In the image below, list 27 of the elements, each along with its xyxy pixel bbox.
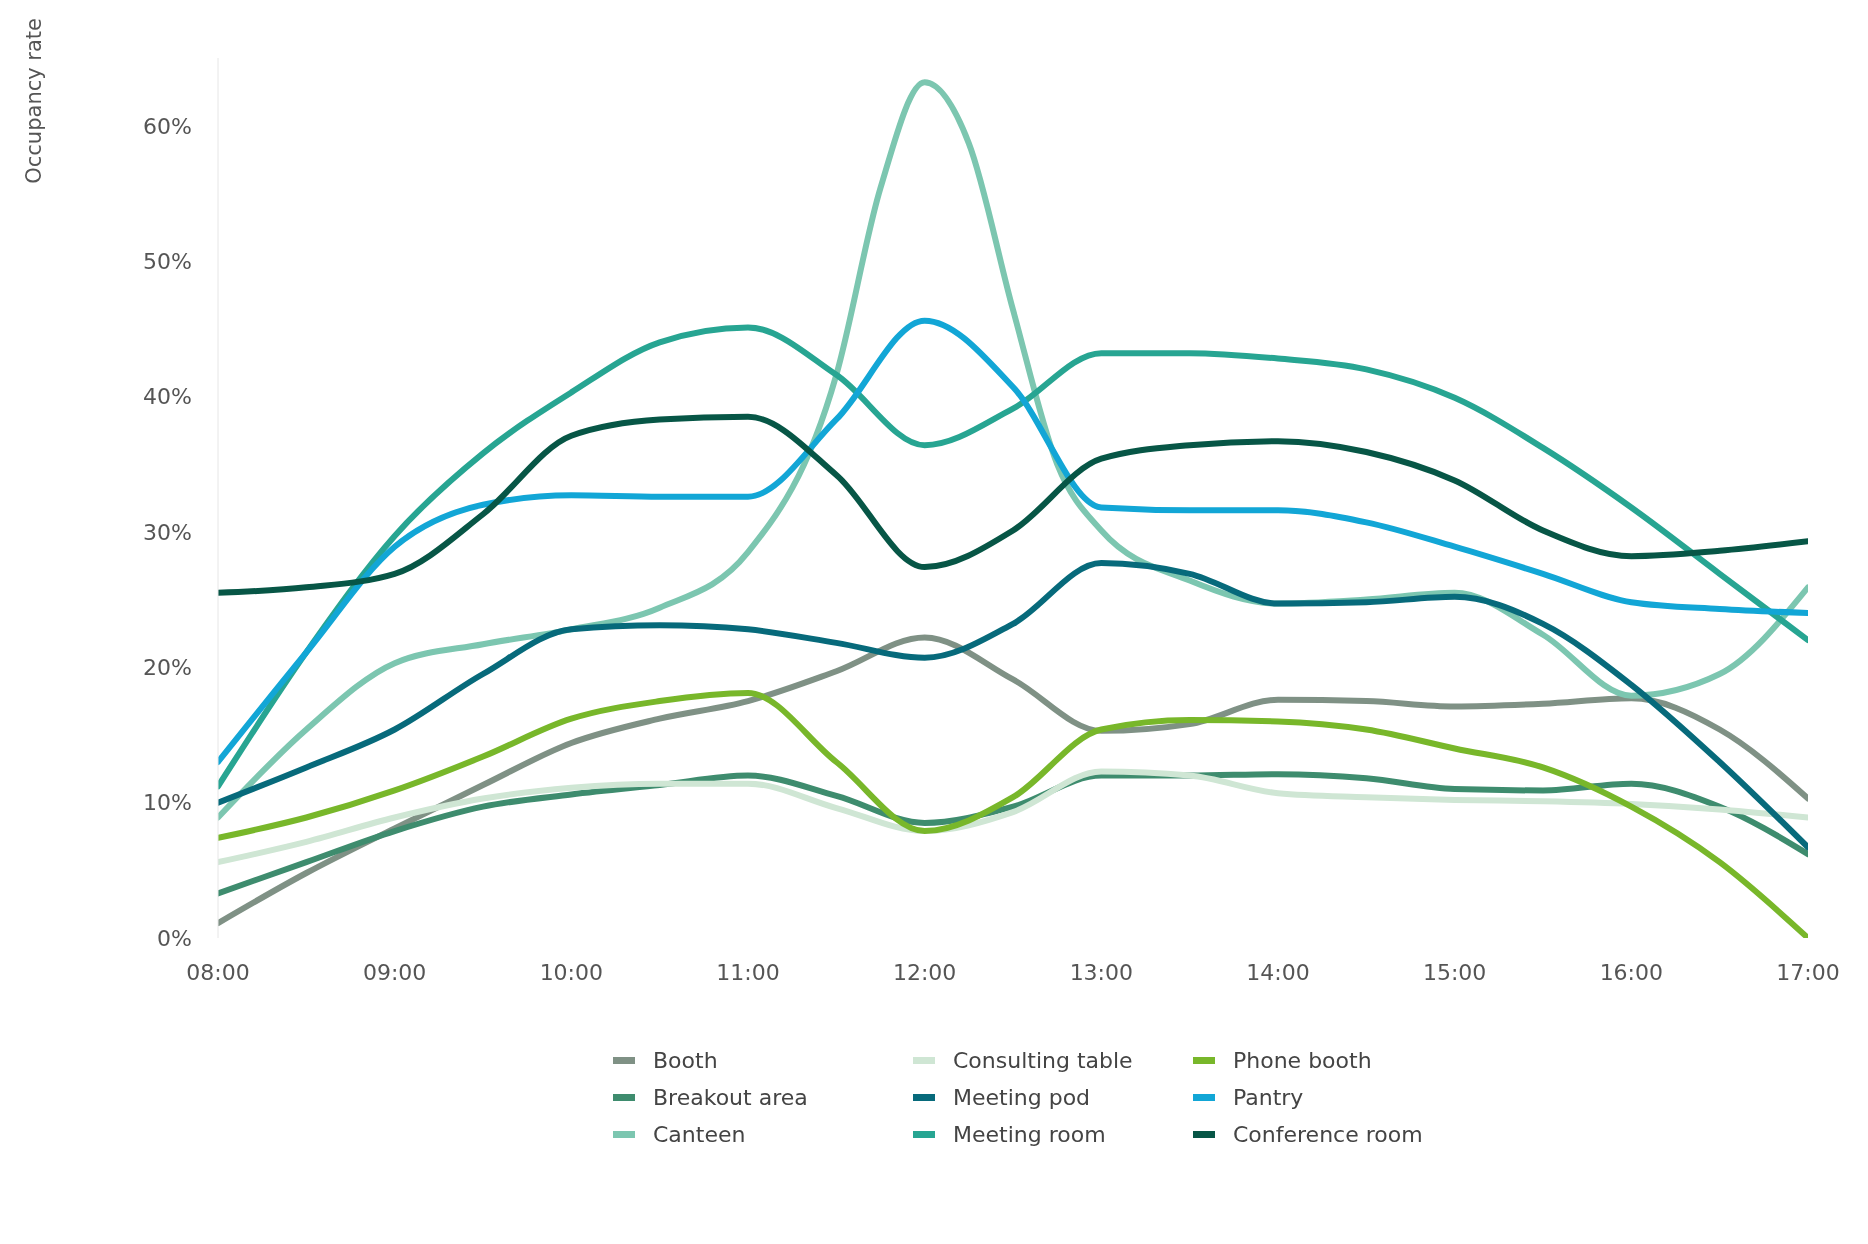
x-tick-label: 08:00 — [186, 959, 250, 985]
legend-label: Breakout area — [653, 1085, 808, 1110]
y-tick-label: 0% — [157, 925, 192, 951]
x-tick-label: 10:00 — [539, 959, 604, 985]
y-axis-title: Occupancy rate — [22, 18, 46, 184]
y-tick-label: 30% — [143, 519, 192, 545]
x-tick-label: 09:00 — [362, 959, 427, 985]
x-tick-label: 14:00 — [1246, 959, 1310, 985]
x-tick-label: 13:00 — [1069, 959, 1134, 985]
y-tick-label: 50% — [143, 248, 192, 274]
legend-label: Conference room — [1233, 1122, 1423, 1147]
legend-label: Consulting table — [953, 1048, 1133, 1073]
x-tick-label: 16:00 — [1599, 959, 1664, 985]
y-tick-label: 20% — [143, 655, 192, 681]
legend-label: Meeting room — [953, 1122, 1106, 1147]
x-tick-label: 11:00 — [716, 959, 780, 985]
legend-label: Booth — [653, 1048, 718, 1073]
x-tick-label: 12:00 — [892, 959, 957, 985]
y-tick-label: 10% — [143, 790, 192, 816]
legend-label: Canteen — [653, 1122, 746, 1147]
y-tick-label: 60% — [143, 113, 192, 139]
x-tick-label: 15:00 — [1422, 959, 1487, 985]
legend-label: Meeting pod — [953, 1085, 1091, 1110]
legend-label: Pantry — [1233, 1085, 1304, 1110]
y-tick-label: 40% — [143, 384, 192, 410]
legend-label: Phone booth — [1233, 1048, 1372, 1073]
x-tick-label: 17:00 — [1776, 959, 1840, 985]
